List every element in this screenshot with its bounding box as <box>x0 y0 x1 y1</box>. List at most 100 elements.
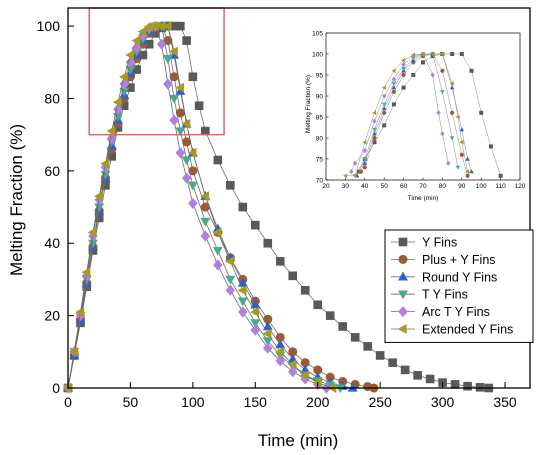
inset-data-point <box>465 173 470 178</box>
data-point <box>181 118 191 129</box>
data-point <box>175 147 186 159</box>
inset-axes: 20 30 40 50 60 70 80 90 100 110 120 70 75 80 85 90 95 100… <box>312 30 526 190</box>
series-line <box>67 25 489 389</box>
data-point <box>175 82 185 93</box>
data-point <box>201 126 210 136</box>
data-point <box>225 284 236 296</box>
data-point <box>262 321 273 331</box>
data-point <box>413 371 422 380</box>
inset-data-point <box>381 102 387 107</box>
data-point <box>181 172 192 184</box>
inset-x-tick-label: 20 <box>322 183 330 190</box>
inset-data-point <box>372 127 377 132</box>
inset-y-axis-title: Melting Fraction (%) <box>305 75 312 133</box>
data-point <box>169 114 179 126</box>
inset-x-tick-label: 120 <box>515 183 526 190</box>
inset-data-point <box>358 169 364 174</box>
series-1 <box>63 21 379 393</box>
data-point <box>200 230 211 242</box>
legend-label: Extended Y Fins <box>422 323 513 337</box>
legend-box <box>384 229 534 343</box>
inset-series-1 <box>358 51 470 178</box>
data-point <box>335 384 346 394</box>
inset-y-tick-label: 90 <box>316 93 324 100</box>
data-point <box>75 307 85 317</box>
x-tick-label: 300 <box>431 394 455 410</box>
data-point <box>312 377 322 388</box>
data-point <box>94 213 104 223</box>
data-point <box>288 366 298 378</box>
data-point <box>288 271 298 281</box>
data-point <box>325 381 336 391</box>
series-line <box>67 25 327 389</box>
data-point <box>288 347 298 357</box>
inset-data-point <box>440 68 445 73</box>
inset-data-point <box>349 169 354 175</box>
data-point <box>176 21 185 31</box>
data-point <box>131 42 142 54</box>
inset-y-tick-label: 85 <box>316 114 324 121</box>
data-point <box>250 299 261 309</box>
inset-data-point <box>343 173 348 179</box>
data-point <box>100 170 111 180</box>
data-point <box>144 21 153 32</box>
data-point <box>250 307 259 317</box>
inset-data-point <box>450 52 455 56</box>
y-tick-label: 60 <box>44 163 60 179</box>
data-point <box>200 191 210 202</box>
data-point <box>156 38 167 50</box>
inset-series-0 <box>356 52 503 178</box>
legend-label: Round Y Fins <box>422 270 497 284</box>
inset-data-point <box>362 160 368 165</box>
data-point <box>238 202 248 212</box>
data-point <box>250 324 261 336</box>
inset-data-point <box>421 60 425 65</box>
x-tick-label: 350 <box>493 394 517 410</box>
x-tick-label: 200 <box>306 394 330 410</box>
data-point <box>87 227 97 238</box>
main-series-layer <box>62 20 494 394</box>
data-point <box>119 101 129 111</box>
inset-y-tick-label: 100 <box>312 51 323 58</box>
data-point <box>88 239 98 249</box>
data-point <box>250 319 261 329</box>
data-point <box>350 333 360 342</box>
inset-series-line <box>358 53 501 176</box>
data-point <box>212 227 222 238</box>
data-point <box>300 370 309 381</box>
inset-data-point <box>401 85 406 90</box>
data-point <box>75 310 86 322</box>
inset-data-point <box>352 173 357 179</box>
data-point <box>188 197 198 210</box>
inset-y-tick-label: 80 <box>316 135 324 142</box>
data-point <box>181 156 192 166</box>
data-point <box>125 56 136 68</box>
data-point <box>325 311 335 320</box>
series-0 <box>63 21 494 393</box>
inset-data-point <box>440 90 445 95</box>
data-point <box>194 101 204 111</box>
data-point <box>275 332 285 342</box>
data-point <box>169 21 179 31</box>
y-tick-label: 80 <box>44 90 60 106</box>
x-axis-title: Time (min) <box>258 431 339 450</box>
data-point <box>300 358 310 368</box>
data-point <box>425 374 435 384</box>
data-point <box>313 300 323 310</box>
inset-data-point <box>381 85 386 90</box>
data-point <box>347 382 358 392</box>
inset-data-point <box>449 85 455 90</box>
legend-marker <box>398 237 408 247</box>
data-point <box>263 314 273 324</box>
data-point <box>475 382 485 392</box>
inset-plot: 20 30 40 50 60 70 80 90 100 110 120 70 75 80 85 90 95 100… <box>305 30 526 202</box>
inset-data-point <box>479 110 484 115</box>
data-point <box>168 46 178 57</box>
y-tick-label: 20 <box>44 308 60 324</box>
data-point <box>313 365 323 375</box>
data-point <box>188 72 198 82</box>
inset-data-point <box>459 52 464 56</box>
inset-data-point <box>391 68 396 74</box>
data-point <box>125 50 135 60</box>
inset-data-point <box>372 110 377 116</box>
